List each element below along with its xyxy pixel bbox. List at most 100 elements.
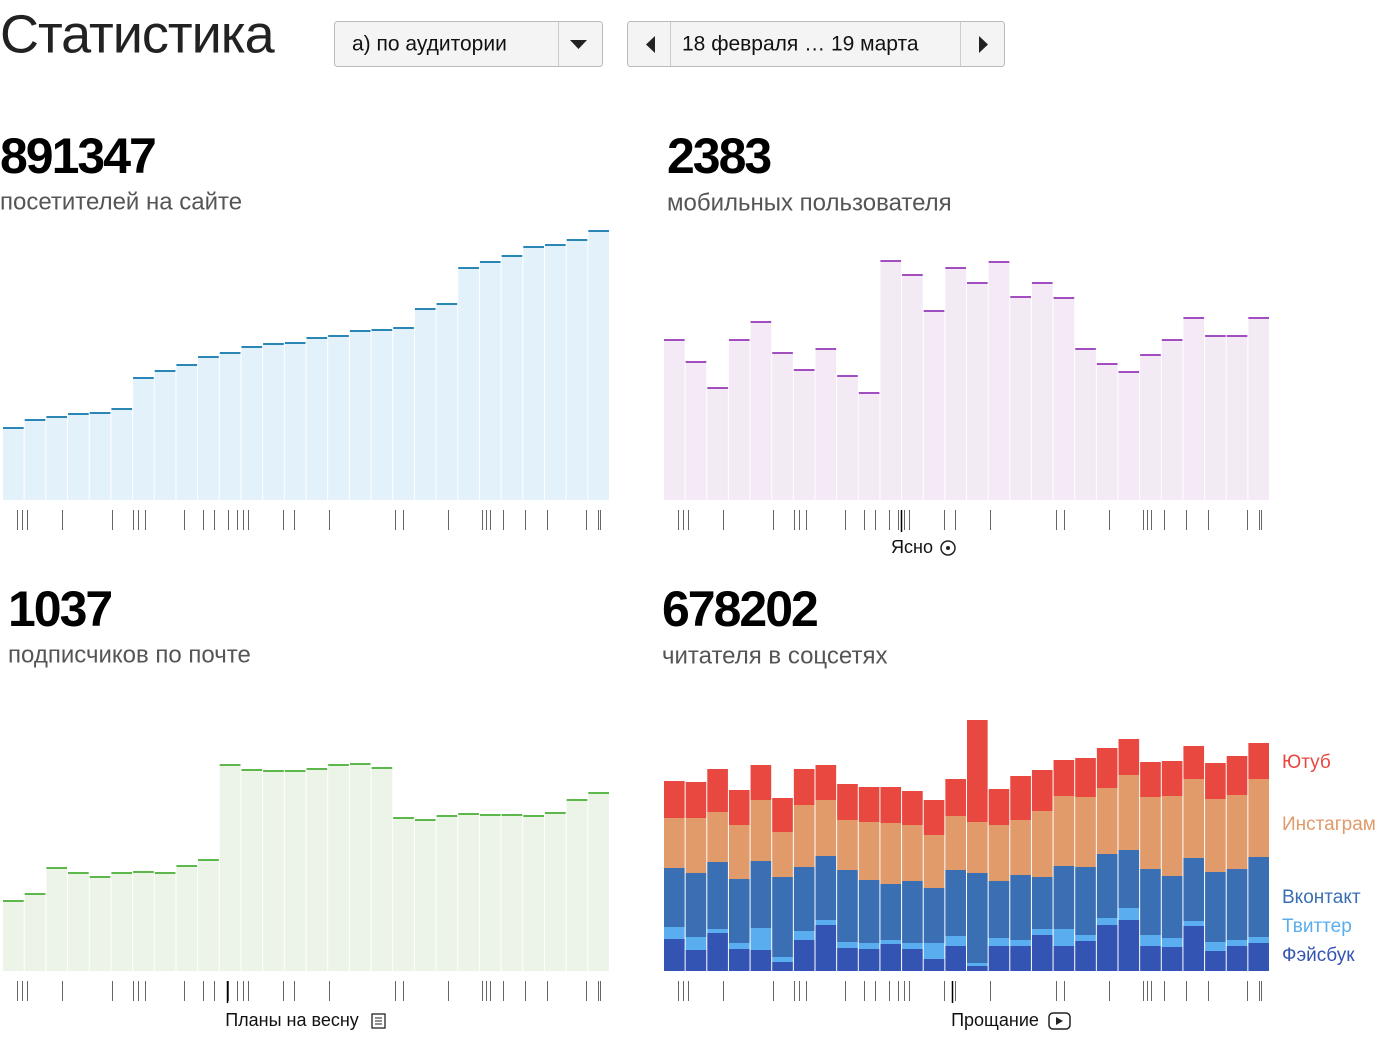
bar-segment [1183,779,1205,858]
bar-segment [728,825,750,879]
event-label[interactable]: Прощание [951,1010,1039,1030]
bar-top [750,321,772,323]
prev-period[interactable] [646,36,655,53]
bar-segment [1226,940,1248,946]
bar-segment [988,938,1010,946]
bar [793,370,815,500]
bar-top [967,282,988,284]
bar-segment [902,949,923,971]
bar [544,245,566,500]
bar-segment [923,888,945,943]
next-period[interactable] [979,36,988,53]
bar-segment [772,962,793,971]
bar-top [1226,335,1248,337]
bar-top [176,865,198,867]
bar-top [133,871,154,873]
bar [523,816,544,971]
subtitle: подписчиков по почте [8,641,251,668]
bar-top [393,327,414,329]
bar-top [176,364,198,366]
legend-label: Ютуб [1282,752,1331,773]
bar-segment [1140,869,1161,935]
bar-segment [772,877,793,957]
bar-top [154,370,176,372]
bar-top [24,893,46,895]
bar-top [458,267,479,269]
bar [414,309,436,500]
legend-label: Вконтакт [1282,887,1361,908]
bar-segment [1140,946,1161,971]
bar-segment [837,870,858,942]
bar-top [945,267,966,269]
bar-segment [728,879,750,943]
bar-segment [1248,937,1269,943]
bar-segment [837,820,858,870]
bar-segment [945,779,966,816]
bar-segment [1010,940,1031,946]
bar [1031,283,1053,500]
bar-segment [1140,935,1161,946]
bar [588,231,609,500]
total-number: 2383 [667,128,770,184]
bar-segment [1183,926,1205,971]
bar [728,340,750,500]
bar-segment [1010,820,1031,875]
bar-segment [1096,788,1118,854]
bar [133,378,154,500]
bar-top [414,819,436,821]
bar-top [371,767,393,769]
bar [479,262,501,500]
bar-segment [1205,872,1226,942]
bar [414,820,436,971]
bar-segment [837,784,858,820]
bar [154,371,176,500]
bar [349,331,371,500]
bar-top [263,770,284,772]
legend-label: Инстаграм [1282,814,1376,835]
bar-top [436,815,458,817]
bar [707,388,728,500]
doc-icon [375,1017,382,1025]
page-title: Статистика [0,4,276,64]
bar [436,816,458,971]
bar [371,768,393,971]
bar [501,256,523,500]
bar-segment [1075,867,1096,935]
bar-segment [1075,941,1096,971]
dropdown-arrow[interactable] [570,40,587,49]
event-label[interactable]: Ясно [891,537,933,557]
bar-segment [1010,946,1031,971]
bar [479,815,501,971]
bar-segment [728,790,750,825]
bar-top [414,308,436,310]
bar [837,376,858,500]
bar-segment [772,832,793,877]
bar [523,247,544,500]
bar-top [1183,317,1205,319]
bar-segment [664,868,685,927]
filter-dropdown[interactable] [334,21,603,67]
bar-top [501,255,523,257]
bar-segment [1118,920,1140,971]
bar-segment [880,940,902,944]
bar-top [219,764,241,766]
bar-segment [685,782,707,818]
bar [750,322,772,500]
bar-segment [1183,746,1205,779]
bar-top [664,339,685,341]
bar-segment [858,787,880,822]
event-label[interactable]: Планы на весну [225,1010,359,1030]
bar [24,420,46,500]
bar-top [880,260,902,262]
bar-top [241,769,263,771]
bar-segment [815,925,837,971]
bar-segment [772,798,793,832]
period-picker[interactable] [627,21,1005,67]
bar-segment [1031,877,1053,929]
bar-segment [902,825,923,881]
bar [263,344,284,500]
bar-top [566,239,588,241]
bar-top [1205,335,1226,337]
bar [902,275,923,500]
